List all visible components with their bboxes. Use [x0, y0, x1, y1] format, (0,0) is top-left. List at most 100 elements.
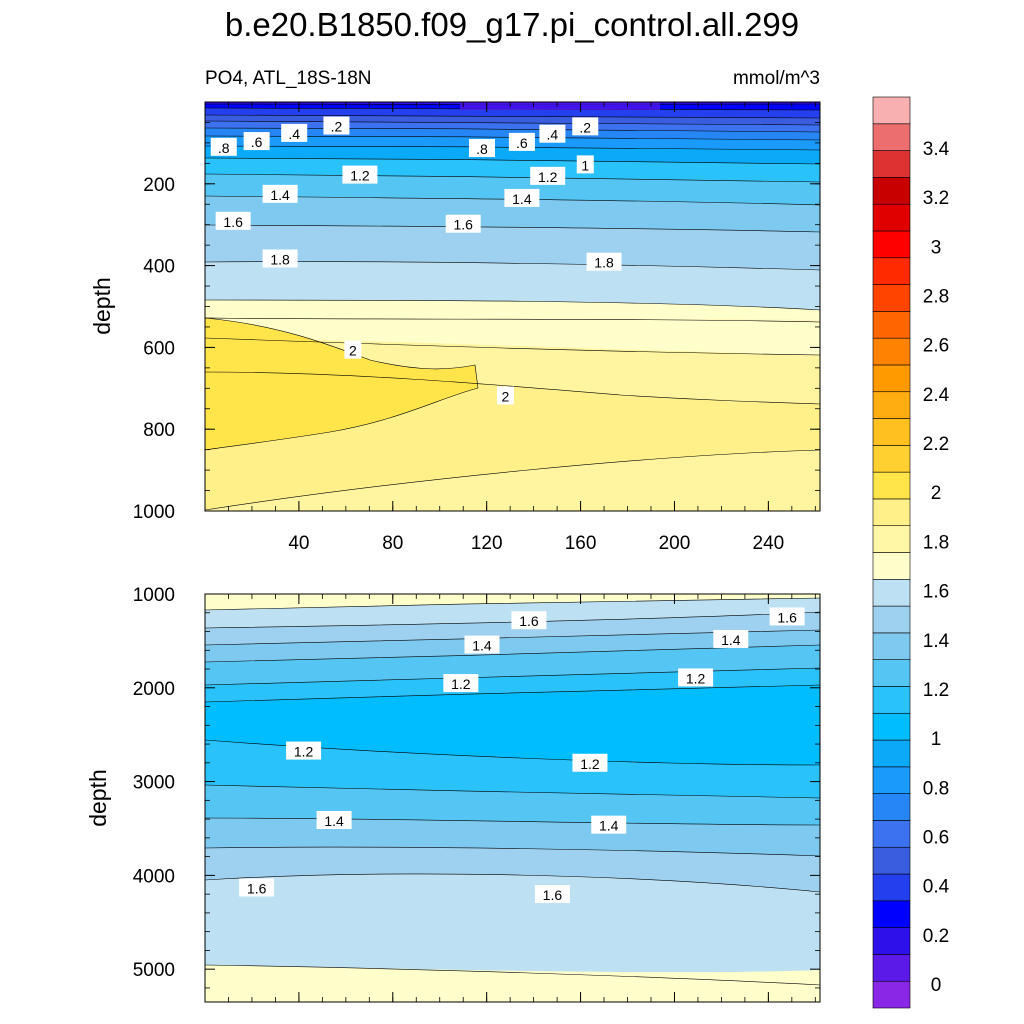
contour-label-text: 1.4 — [599, 818, 619, 834]
contour-label: .8 — [468, 139, 495, 158]
contour-label-text: 1.2 — [686, 670, 706, 686]
lower-y-tick-label: 4000 — [133, 866, 175, 887]
contour-label-bg — [215, 211, 251, 230]
contour-label-text: 1.8 — [594, 255, 614, 271]
colorbar-swatch — [872, 230, 911, 259]
contour-label: 1.2 — [530, 166, 566, 185]
upper-panel: 40 80 120 160 200 240 200 400 600 800 1000 .8 .6 .4.… — [89, 101, 821, 554]
colorbar-swatch — [872, 445, 911, 473]
contour-label: 1.6 — [769, 607, 805, 626]
contour-label-text: 1.2 — [580, 756, 600, 772]
contour-label-bg — [504, 188, 540, 207]
contour-label-bg — [678, 668, 714, 687]
contour-label-bg — [539, 124, 566, 143]
colorbar-swatch — [872, 284, 911, 312]
lower-y-tick-label: 2000 — [133, 679, 175, 700]
contour-label-text: 1.4 — [324, 813, 344, 829]
contour-label-text: 1.2 — [538, 169, 558, 185]
contour-label: 1.2 — [443, 674, 479, 693]
chart-title: b.e20.B1850.f09_g17.pi_control.all.299 — [225, 6, 799, 43]
colorbar-tick-label: 1 — [931, 729, 942, 750]
colorbar-tick-label: 1.6 — [923, 582, 949, 603]
contour-label-bg — [445, 214, 481, 233]
upper-x-tick-label: 120 — [471, 533, 503, 554]
contour-label-text: .4 — [288, 126, 300, 142]
colorbar-swatch — [872, 900, 911, 928]
contour-label-text: .8 — [476, 141, 488, 157]
contour-label-bg — [576, 155, 594, 174]
colorbar-swatch — [872, 712, 911, 741]
contour-label: .6 — [243, 132, 270, 151]
contour-label-bg — [769, 607, 805, 626]
contour-label: .4 — [539, 124, 566, 143]
upper-contour-fill — [205, 102, 820, 511]
colorbar-tick-label: 0.8 — [923, 778, 949, 799]
lower-axis-ticks: 1000 2000 3000 4000 5000 — [133, 585, 820, 1002]
colorbar-swatch — [872, 525, 911, 553]
upper-x-tick-label: 200 — [659, 533, 691, 554]
lower-y-tick-label: 5000 — [133, 960, 175, 981]
contour-label-text: .2 — [331, 119, 343, 135]
contour-label: 1.6 — [534, 885, 570, 904]
colorbar: 0 0.2 0.4 0.6 0.8 1 1.2 1.4 1.6 1.8 2 2.2 2.4 2.6 2.8 3… — [872, 96, 950, 1009]
colorbar-swatch — [872, 873, 911, 902]
colorbar-swatch — [872, 498, 911, 527]
colorbar-tick-label: 1.4 — [923, 631, 950, 652]
contour-label: 1.6 — [215, 211, 251, 230]
contour-label-text: 1.6 — [777, 609, 797, 625]
upper-y-tick-label: 800 — [143, 420, 175, 441]
contour-label-text: 1.2 — [294, 744, 314, 760]
upper-axis-ticks: 40 80 120 160 200 240 200 400 600 800 1000 — [133, 102, 820, 554]
contour-label: .8 — [210, 137, 237, 156]
lower-y-axis-label: depth — [85, 769, 111, 827]
contour-label-bg — [511, 611, 547, 630]
contour-label-text: 1.4 — [721, 632, 741, 648]
colorbar-swatch — [872, 391, 911, 419]
contour-label-bg — [464, 635, 500, 654]
lower-contour-fill — [205, 594, 820, 1002]
contour-label-text: 1.4 — [270, 187, 290, 203]
colorbar-swatch — [872, 203, 911, 232]
lower-y-tick-label: 3000 — [133, 773, 175, 794]
contour-label-text: 1.6 — [519, 613, 539, 629]
colorbar-swatch — [872, 150, 911, 178]
contour-label-bg — [572, 117, 599, 136]
contour-label: 1.6 — [239, 878, 275, 897]
colorbar-swatch — [872, 418, 911, 446]
colorbar-tick-label: 0 — [931, 975, 942, 996]
contour-label-bg — [342, 165, 378, 184]
colorbar-swatch — [872, 578, 911, 607]
contour-label: 1.4 — [316, 810, 352, 829]
colorbar-tick-label: 1.8 — [923, 532, 949, 553]
contour-label-bg — [508, 132, 535, 151]
colorbar-tick-label: 0.6 — [923, 827, 949, 848]
contour-label: 1.8 — [262, 249, 298, 268]
colorbar-swatch — [872, 471, 911, 500]
contour-label-text: 2 — [349, 343, 357, 359]
contour-label-bg — [239, 878, 275, 897]
upper-y-tick-label: 400 — [143, 257, 175, 278]
lower-y-tick-label: 1000 — [133, 585, 175, 606]
contour-label-text: .8 — [218, 140, 230, 156]
colorbar-swatch — [872, 980, 911, 1009]
lower-contour-lines — [205, 597, 820, 986]
colorbar-swatch — [872, 337, 911, 366]
contour-label-text: 1.2 — [451, 676, 471, 692]
contour-label: 1.6 — [511, 611, 547, 630]
colorbar-swatch — [872, 96, 911, 125]
contour-label: 1.2 — [678, 668, 714, 687]
colorbar-tick-label: 2 — [931, 483, 942, 504]
colorbar-swatch — [872, 793, 911, 821]
contour-label-bg — [210, 137, 237, 156]
contour-label-text: 1.8 — [270, 251, 290, 267]
contour-label: .2 — [572, 117, 599, 136]
contour-label: 1.8 — [586, 252, 622, 271]
contour-label-text: 1.6 — [453, 217, 473, 233]
colorbar-swatch — [872, 766, 911, 794]
upper-contour-labels: .8 .6 .4 .2 .8 .6 .4 .2 1 1.2 1.2 1.4 1.4 1.6 1.6 1.8 1.… — [210, 116, 622, 405]
colorbar-swatch — [872, 739, 911, 768]
lower-plot-frame — [204, 593, 821, 1003]
contour-label: 1.2 — [572, 753, 608, 772]
contour-label: 2 — [344, 340, 362, 359]
colorbar-swatch — [872, 632, 911, 660]
